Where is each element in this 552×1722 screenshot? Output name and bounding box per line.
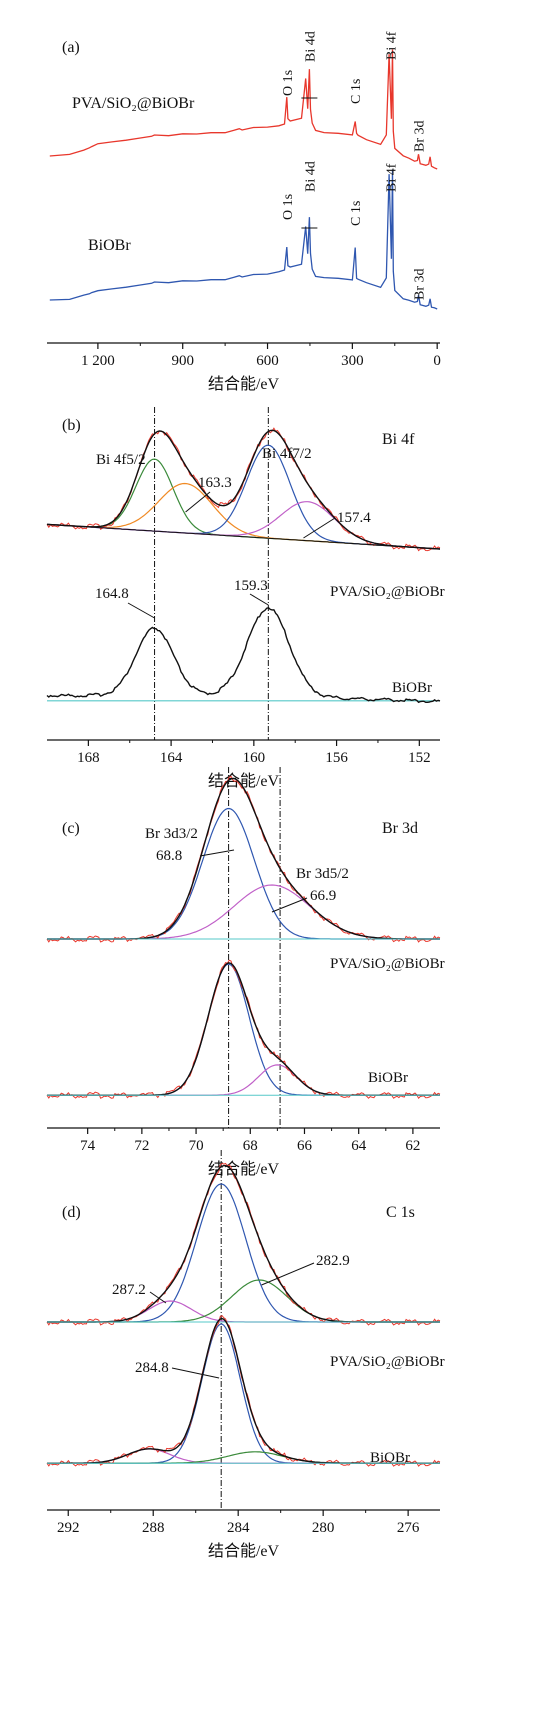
peak-annotation: Br 3d [413, 121, 428, 153]
fit-component [47, 1279, 440, 1323]
fit-envelope [47, 1164, 440, 1323]
x-tick-label: 900 [171, 353, 194, 369]
region-label: Bi 4f [382, 431, 415, 448]
peak-annotation: Bi 4d [303, 161, 318, 192]
pointer-line [303, 517, 336, 539]
peak-label: Br 3d3/2 [145, 826, 198, 842]
peak-annotation: Bi 4f [385, 163, 400, 192]
peak-label: 66.9 [310, 888, 336, 904]
panel-label: (b) [62, 417, 81, 434]
series-label-composite: PVA/SiO₂@BiOBr [330, 1354, 445, 1370]
region-label: Br 3d [382, 820, 418, 837]
panel-label: (c) [62, 820, 80, 837]
pointer-line [271, 897, 308, 913]
peak-label: 163.3 [198, 475, 232, 491]
panel-a-survey: 1 200 900 600 300 0 结合能/eV (a) PVA/SiO₂@BiOBr Bi… [47, 31, 441, 393]
raw-spectrum [46, 1162, 441, 1326]
series-line-composite [49, 49, 438, 170]
peak-annotation: Br 3d [413, 269, 428, 301]
series-label-biobr: BiOBr [368, 1070, 408, 1086]
x-tick-label: 70 [189, 1138, 204, 1154]
fit-component [46, 482, 441, 550]
peak-label: Br 3d5/2 [296, 866, 349, 882]
x-tick-label: 292 [57, 1520, 80, 1536]
x-tick-label: 300 [341, 353, 364, 369]
x-tick-label: 74 [80, 1138, 96, 1154]
x-tick-label: 168 [77, 750, 100, 766]
panel-label: (d) [62, 1204, 81, 1221]
region-label: C 1s [386, 1204, 415, 1221]
panel-d-c1s: 292 288 284 280 276 结合能/eV (d) C 1s 287.2 282.9 PV… [46, 1150, 445, 1560]
x-tick-label: 64 [351, 1138, 367, 1154]
fit-envelope [47, 777, 440, 940]
peak-annotation: C 1s [349, 79, 364, 104]
x-tick-label: 160 [243, 750, 266, 766]
x-tick-label: 284 [227, 1520, 250, 1536]
pointer-line [171, 1367, 220, 1379]
spectrum-line [46, 607, 441, 704]
peak-label: 157.4 [337, 510, 371, 526]
pointer-line [249, 593, 269, 606]
x-tick-label: 156 [325, 750, 348, 766]
fit-component [47, 1300, 440, 1323]
peak-annotation: Bi 4d [303, 31, 318, 62]
series-label-composite: PVA/SiO₂@BiOBr [330, 584, 445, 600]
peak-label: 159.3 [234, 578, 268, 594]
fit-component [47, 1323, 440, 1464]
x-tick-label: 288 [142, 1520, 165, 1536]
fit-envelope [46, 429, 441, 550]
pointer-line [199, 849, 235, 857]
panel-label: (a) [62, 39, 80, 56]
pointer-line [261, 1262, 315, 1286]
fit-component [46, 458, 441, 550]
pointer-line [185, 491, 211, 513]
series-label-biobr: BiOBr [392, 680, 432, 696]
peak-annotation: C 1s [349, 201, 364, 226]
raw-spectrum [46, 775, 441, 943]
x-tick-label: 280 [312, 1520, 335, 1536]
x-axis-label: 结合能/eV [208, 375, 280, 393]
series-label-composite: PVA/SiO₂@BiOBr [330, 956, 445, 972]
series-label-biobr: BiOBr [370, 1450, 410, 1466]
x-tick-label: 1 200 [81, 353, 115, 369]
x-tick-label: 66 [297, 1138, 313, 1154]
x-tick-label: 164 [160, 750, 183, 766]
x-tick-label: 152 [408, 750, 431, 766]
x-tick-label: 276 [397, 1520, 420, 1536]
x-axis-label: 结合能/eV [208, 772, 280, 790]
peak-label: 284.8 [135, 1360, 169, 1376]
peak-annotation: O 1s [281, 194, 296, 220]
peak-label: Bi 4f7/2 [262, 446, 312, 462]
peak-label: 287.2 [112, 1282, 146, 1298]
pointer-line [127, 602, 155, 619]
series-label-composite: PVA/SiO₂@BiOBr [72, 95, 195, 112]
x-tick-label: 600 [256, 353, 279, 369]
x-tick-label: 0 [433, 353, 441, 369]
panel-b-bi4f: 168 164 160 156 152 结合能/eV (b) Bi 4f Bi 4f5/2 Bi … [46, 407, 445, 790]
fit-component [47, 884, 440, 940]
peak-annotation: Bi 4f [385, 31, 400, 60]
pointer-line [149, 1291, 167, 1304]
panel-c-br3d: 74 72 70 68 66 64 62 结合能/eV (c) Br 3d Br 3d3/2 68.8… [46, 767, 445, 1178]
peak-label: 282.9 [316, 1253, 350, 1269]
x-axis-label: 结合能/eV [208, 1542, 280, 1560]
x-tick-label: 72 [134, 1138, 149, 1154]
x-tick-label: 62 [405, 1138, 420, 1154]
series-line-biobr [49, 169, 438, 310]
peak-label: 68.8 [156, 848, 182, 864]
peak-annotation: O 1s [281, 70, 296, 96]
fit-component [47, 1183, 440, 1323]
series-label-biobr: BiOBr [88, 237, 131, 254]
background-line [46, 523, 441, 550]
peak-label: Bi 4f5/2 [96, 452, 146, 468]
x-tick-label: 68 [243, 1138, 258, 1154]
peak-label: 164.8 [95, 586, 129, 602]
